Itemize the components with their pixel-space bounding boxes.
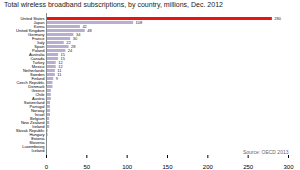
svg-text:Mexico: Mexico <box>31 64 45 70</box>
svg-text:280: 280 <box>274 16 281 21</box>
svg-text:Iceland: Iceland <box>32 148 45 153</box>
svg-text:Slovenia: Slovenia <box>29 140 45 146</box>
svg-text:300: 300 <box>283 164 294 169</box>
svg-text:Norway: Norway <box>30 108 45 114</box>
svg-text:Turkey: Turkey <box>32 60 45 66</box>
svg-text:50: 50 <box>83 164 90 169</box>
svg-text:150: 150 <box>162 164 173 169</box>
svg-text:11: 11 <box>57 72 62 77</box>
svg-text:Hungary: Hungary <box>29 132 45 138</box>
svg-text:Canada: Canada <box>30 56 45 62</box>
svg-text:Greece: Greece <box>31 88 45 94</box>
svg-text:48: 48 <box>87 28 92 33</box>
svg-text:15: 15 <box>60 56 66 62</box>
svg-text:30: 30 <box>73 36 78 41</box>
svg-text:Netherlands: Netherlands <box>22 68 45 74</box>
svg-text:28: 28 <box>71 44 76 50</box>
svg-text:9: 9 <box>56 76 59 81</box>
html-text:Total wireless broadband subsc: Total wireless broadband subscriptions, … <box>4 1 223 8</box>
svg-text:42: 42 <box>82 24 87 30</box>
svg-text:Switzerland: Switzerland <box>23 100 45 106</box>
svg-text:Austria: Austria <box>32 96 45 102</box>
svg-text:108: 108 <box>136 20 143 25</box>
svg-text:22: 22 <box>66 40 71 46</box>
svg-text:Ireland: Ireland <box>32 124 45 130</box>
svg-text:Slovak Republic: Slovak Republic <box>15 128 45 134</box>
svg-text:New Zealand: New Zealand <box>20 120 45 126</box>
svg-text:15: 15 <box>60 52 66 58</box>
svg-text:250: 250 <box>243 164 254 169</box>
svg-text:Japan: Japan <box>33 20 45 26</box>
svg-text:Korea: Korea <box>33 24 45 30</box>
svg-text:24: 24 <box>68 48 73 53</box>
svg-text:Estonia: Estonia <box>31 136 45 142</box>
svg-text:Czech Republic: Czech Republic <box>16 80 45 86</box>
svg-text:Germany: Germany <box>28 32 45 38</box>
svg-text:Spain: Spain <box>34 44 45 50</box>
svg-text:France: France <box>32 36 45 42</box>
svg-text:Chile: Chile <box>35 92 45 98</box>
svg-text:Belgium: Belgium <box>30 116 45 122</box>
svg-text:Denmark: Denmark <box>28 84 45 90</box>
svg-text:11: 11 <box>57 68 62 74</box>
svg-text:Israel: Israel <box>34 112 45 118</box>
svg-text:0: 0 <box>45 164 49 169</box>
svg-text:Source: OECD 2013: Source: OECD 2013 <box>243 149 289 155</box>
svg-text:100: 100 <box>122 164 133 169</box>
svg-text:Finland: Finland <box>31 76 45 82</box>
svg-text:Australia: Australia <box>28 52 45 58</box>
svg-text:12: 12 <box>58 64 63 70</box>
svg-text:12: 12 <box>58 60 63 66</box>
svg-text:Portugal: Portugal <box>29 104 45 110</box>
svg-text:United Kingdom: United Kingdom <box>16 28 45 34</box>
svg-text:Italy: Italy <box>37 40 45 46</box>
svg-text:Luxembourg: Luxembourg <box>22 144 45 150</box>
svg-text:United States: United States <box>20 16 45 22</box>
svg-text:Poland: Poland <box>32 48 45 54</box>
svg-text:Sweden: Sweden <box>30 72 45 78</box>
svg-text:200: 200 <box>203 164 214 169</box>
svg-text:34: 34 <box>75 32 81 38</box>
